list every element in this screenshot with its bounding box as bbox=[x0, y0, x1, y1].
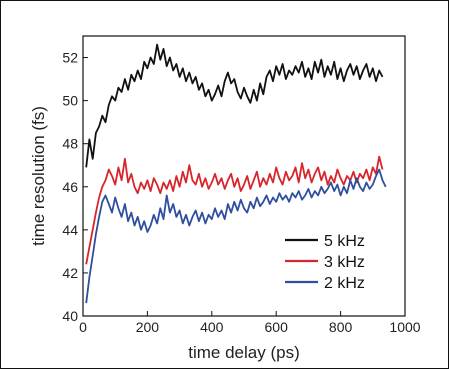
y-tick-label: 46 bbox=[62, 179, 78, 195]
x-tick-label: 800 bbox=[329, 319, 353, 335]
y-tick-label: 52 bbox=[62, 50, 78, 66]
x-tick-label: 0 bbox=[79, 319, 87, 335]
y-tick-label: 44 bbox=[62, 222, 78, 238]
series-line-2-khz bbox=[85, 168, 387, 304]
x-tick-label: 600 bbox=[265, 319, 289, 335]
legend-label: 3 kHz bbox=[324, 254, 365, 271]
y-tick-label: 42 bbox=[62, 265, 78, 281]
plot-area-frame bbox=[82, 35, 406, 317]
legend-label: 2 kHz bbox=[324, 275, 365, 292]
y-tick-label: 48 bbox=[62, 136, 78, 152]
x-tick-label: 200 bbox=[136, 319, 160, 335]
x-tick-label: 1000 bbox=[389, 319, 420, 335]
legend: 5 kHz 3 kHz 2 kHz bbox=[285, 233, 365, 292]
x-tick-label: 400 bbox=[200, 319, 224, 335]
series-line-5-khz bbox=[85, 43, 384, 168]
axis-ticks: 0 200 400 600 800 1000 40 42 44 46 48 50 52 bbox=[62, 50, 420, 335]
y-tick-label: 50 bbox=[62, 93, 78, 109]
y-tick-label: 40 bbox=[62, 308, 78, 324]
series-lines bbox=[85, 43, 387, 304]
x-axis-label: time delay (ps) bbox=[188, 343, 299, 362]
legend-label: 5 kHz bbox=[324, 233, 365, 250]
series-line-3-khz bbox=[85, 155, 384, 265]
y-axis-label: time resolution (fs) bbox=[29, 106, 48, 246]
